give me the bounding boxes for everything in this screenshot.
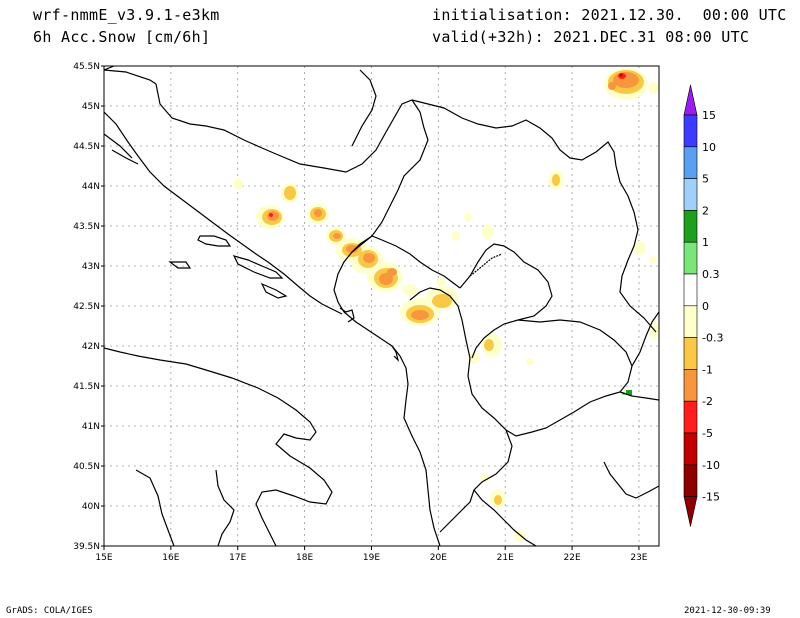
field-title: 6h Acc.Snow [cm/6h] [33, 28, 211, 46]
lat-tick-label: 40.5N [73, 462, 100, 472]
lat-tick-label: 42N [82, 342, 100, 352]
colorbar-box [683, 369, 698, 402]
lon-tick-label: 20E [430, 553, 447, 563]
colorbar-label: -0.3 [702, 332, 723, 345]
colorbar-label: -1 [702, 363, 713, 376]
lon-tick-label: 17E [229, 553, 246, 563]
colorbar-box [683, 178, 698, 211]
colorbar: 15 10 5 2 1 0.3 0 -0.3 -1 -2 -5 -10 -15 [683, 84, 723, 527]
lon-tick-label: 16E [162, 553, 179, 563]
colorbar-label: -15 [702, 491, 720, 504]
colorbar-label: 0.3 [702, 268, 720, 281]
init-time: initialisation: 2021.12.30. 00:00 UTC [432, 6, 787, 24]
model-title: wrf-nmmE_v3.9.1-e3km [33, 6, 220, 24]
lon-tick-label: 19E [363, 553, 380, 563]
colorbar-box [683, 464, 698, 497]
map-grid [104, 66, 659, 546]
colorbar-label: 2 [702, 204, 709, 217]
colorbar-box [683, 400, 698, 434]
lon-tick-label: 21E [497, 553, 514, 563]
lon-tick-label: 22E [564, 553, 581, 563]
lat-tick-label: 43.5N [73, 222, 100, 232]
lat-tick-label: 44N [82, 182, 100, 192]
lat-tick-label: 41N [82, 422, 100, 432]
colorbar-label: 10 [702, 141, 716, 154]
lat-tick-label: 41.5N [73, 382, 100, 392]
colorbar-bottom-arrow [683, 496, 698, 527]
colorbar-box [683, 432, 698, 466]
lon-tick-label: 18E [296, 553, 313, 563]
colorbar-top-arrow [683, 84, 698, 116]
colorbar-label: 0 [702, 300, 709, 313]
lat-tick-label: 39.5N [73, 542, 100, 552]
map-boundaries [104, 66, 659, 546]
colorbar-box [683, 210, 698, 243]
latitude-labels: 39.5N 40N 40.5N 41N 41.5N 42N 42.5N 43N 43.5N 44N… [73, 62, 104, 552]
colorbar-box [683, 146, 698, 179]
footer-left: GrADS: COLA/IGES [6, 606, 93, 616]
colorbar-label: 15 [702, 109, 716, 122]
colorbar-box [683, 114, 698, 148]
lat-tick-label: 40N [82, 502, 100, 512]
lon-tick-label: 23E [630, 553, 647, 563]
valid-time: valid(+32h): 2021.DEC.31 08:00 UTC [432, 28, 750, 46]
lat-tick-label: 43N [82, 262, 100, 272]
lat-tick-label: 45.5N [73, 62, 100, 72]
colorbar-label: 1 [702, 236, 709, 249]
colorbar-box [683, 273, 698, 307]
colorbar-label: -2 [702, 395, 713, 408]
colorbar-label: -5 [702, 427, 713, 440]
colorbar-box [683, 305, 698, 338]
footer-right: 2021-12-30-09:39 [684, 606, 771, 616]
colorbar-label: 5 [702, 173, 709, 186]
lon-tick-label: 15E [95, 553, 112, 563]
colorbar-label: -10 [702, 459, 720, 472]
snowfall-field [233, 68, 659, 542]
colorbar-box [683, 241, 698, 275]
lat-tick-label: 45N [82, 102, 100, 112]
lat-tick-label: 42.5N [73, 302, 100, 312]
longitude-labels: 15E 16E 17E 18E 19E 20E 21E 22E 23E [95, 546, 648, 563]
lat-tick-label: 44.5N [73, 142, 100, 152]
colorbar-box [683, 337, 698, 370]
